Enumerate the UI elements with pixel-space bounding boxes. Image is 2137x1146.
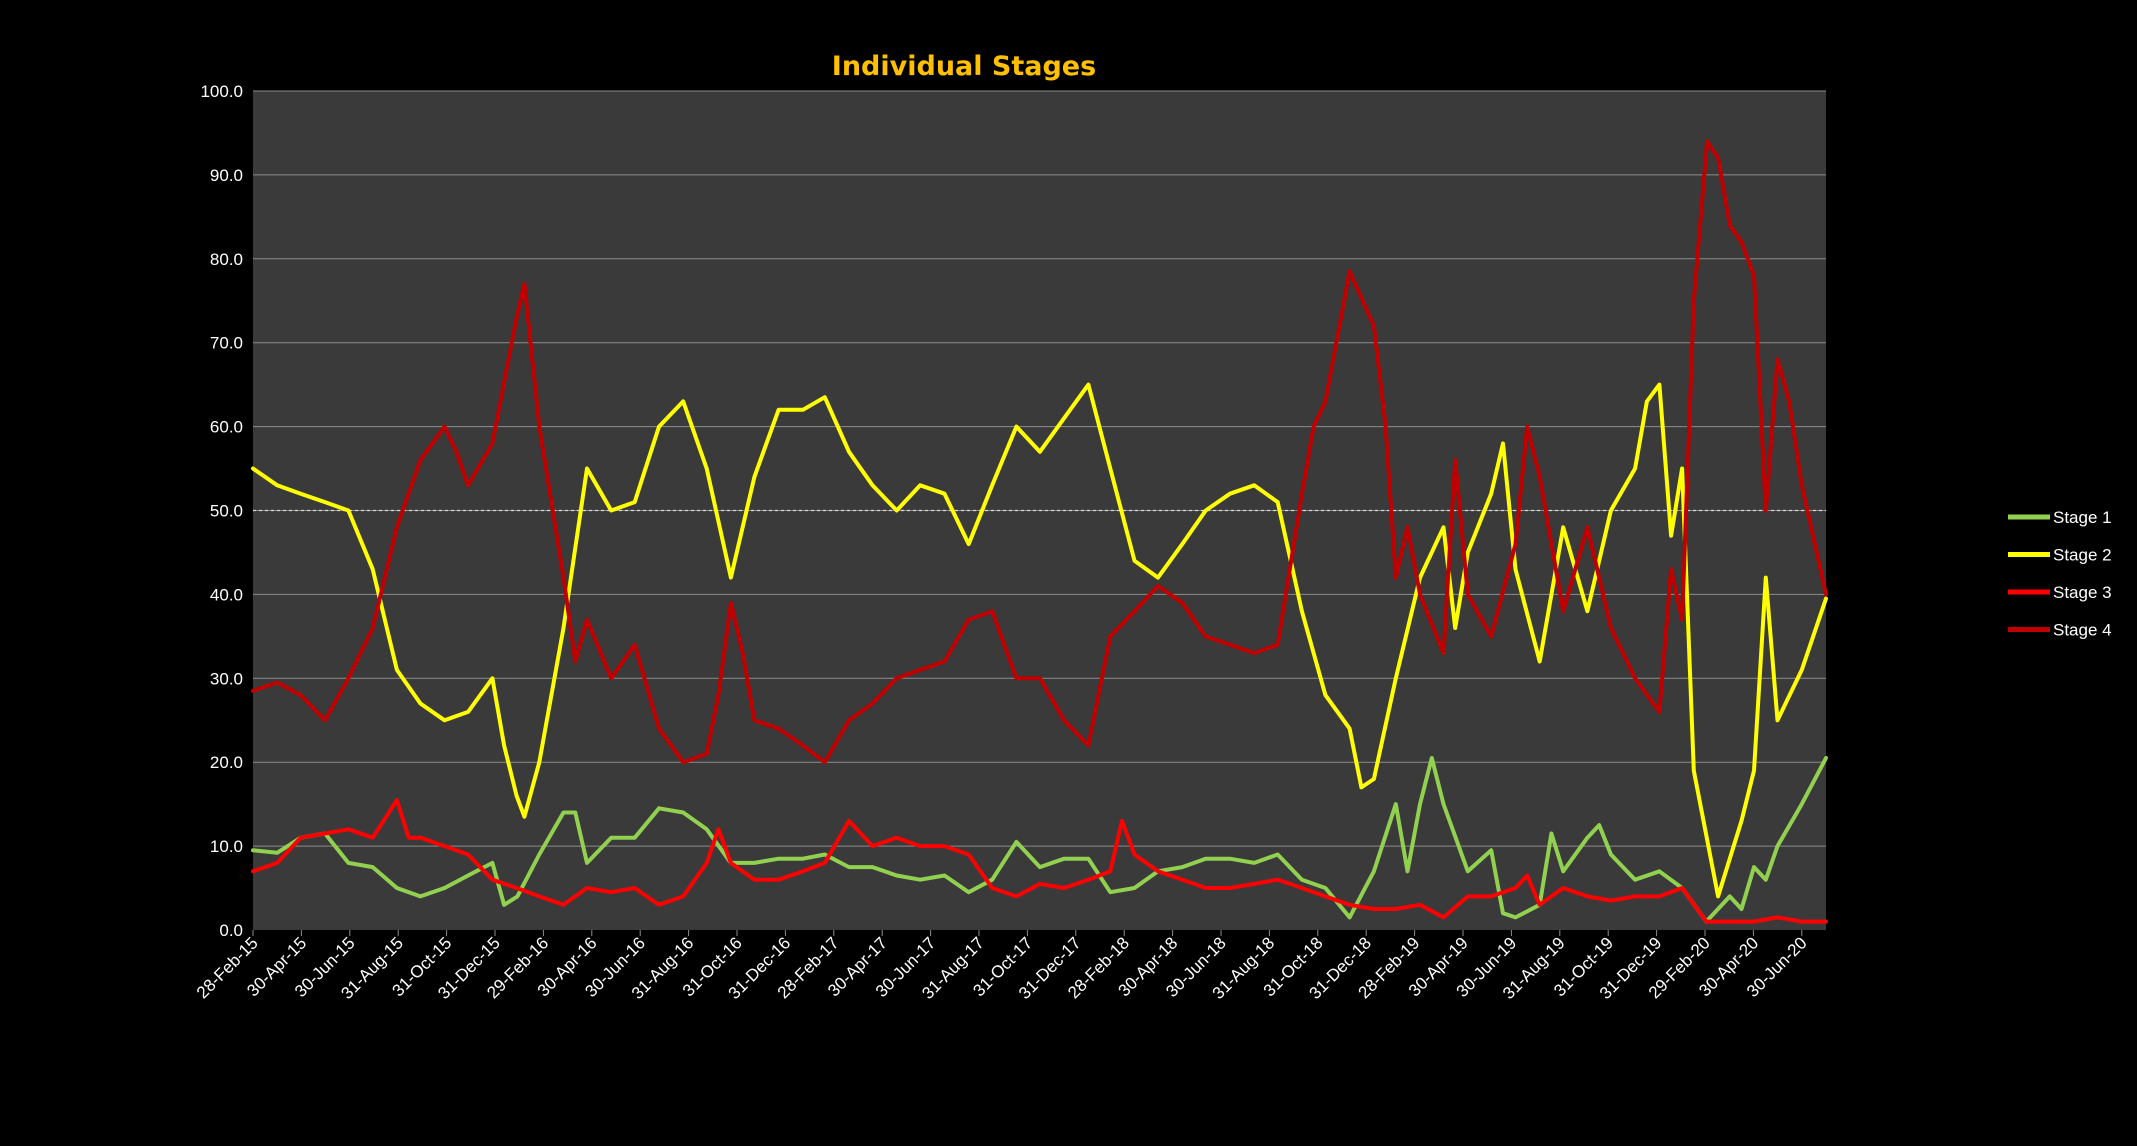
y-tick-label: 30.0 <box>210 669 243 688</box>
y-tick-label: 100.0 <box>200 82 243 101</box>
legend: Stage 1 Stage 2 Stage 3 Stage 4 <box>2008 508 2112 640</box>
y-axis-ticks: 0.0 10.0 20.0 30.0 40.0 50.0 60.0 70.0 80.0 90.0 1… <box>200 82 243 940</box>
y-tick-label: 40.0 <box>210 585 243 604</box>
y-tick-label: 80.0 <box>210 250 243 269</box>
series-line-stage-4 <box>251 139 1828 765</box>
y-tick-label: 0.0 <box>219 921 243 940</box>
y-tick-label: 10.0 <box>210 837 243 856</box>
series-line-stage-2 <box>251 382 1828 899</box>
y-tick-label: 90.0 <box>210 166 243 185</box>
series-line-stage-3 <box>251 798 1828 924</box>
y-tick-label: 50.0 <box>210 502 243 521</box>
chart-title: Individual Stages <box>832 51 1096 82</box>
y-tick-label: 60.0 <box>210 418 243 437</box>
legend-label: Stage 4 <box>2053 621 2112 640</box>
series-lines <box>251 139 1828 924</box>
y-tick-label: 70.0 <box>210 334 243 353</box>
legend-label: Stage 3 <box>2053 583 2112 602</box>
legend-label: Stage 1 <box>2053 508 2112 527</box>
y-tick-label: 20.0 <box>210 753 243 772</box>
legend-label: Stage 2 <box>2053 546 2112 565</box>
gridlines <box>253 90 1826 847</box>
